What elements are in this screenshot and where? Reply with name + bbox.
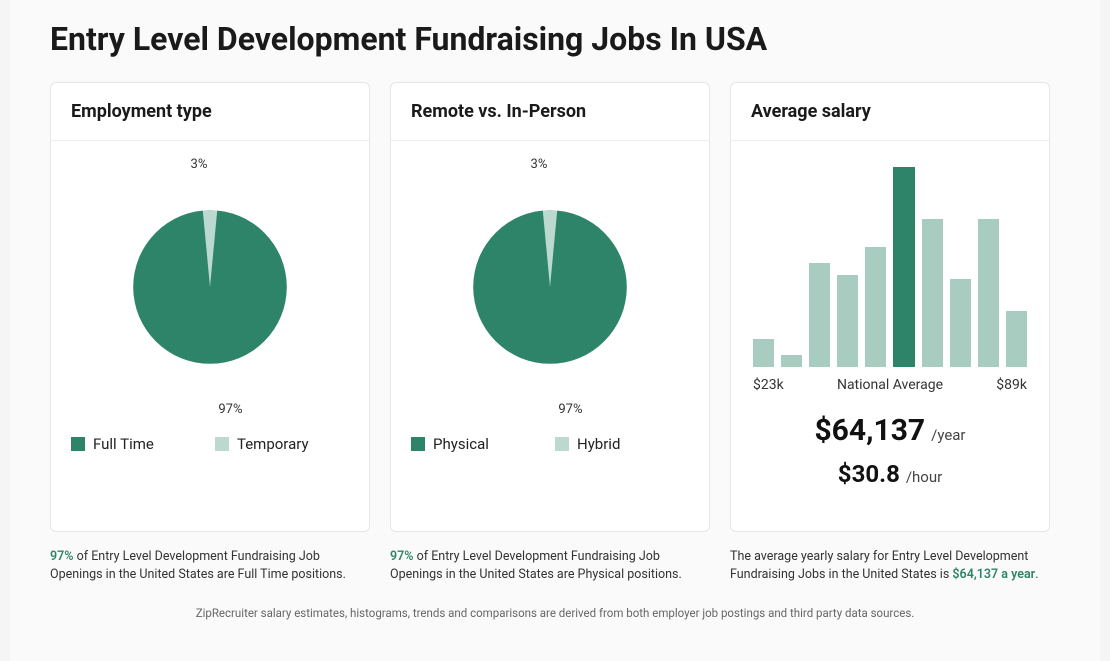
salary-caption: The average yearly salary for Entry Leve… <box>730 548 1050 584</box>
remote-pie-chart <box>470 207 630 367</box>
caption-highlight: 97% <box>390 549 414 564</box>
remote-card: Remote vs. In-Person 3% 97% Physical <box>390 82 710 532</box>
histogram-bar <box>893 167 914 367</box>
salary-yearly-value: $64,137 <box>814 413 925 448</box>
employment-legend: Full Time Temporary <box>71 435 349 453</box>
legend-swatch-icon <box>555 437 569 451</box>
legend-item: Hybrid <box>555 435 689 453</box>
salary-yearly-row: $64,137/year <box>751 413 1029 448</box>
caption-text: . <box>1035 567 1038 582</box>
salary-histogram <box>751 167 1029 367</box>
page-title: Entry Level Development Fundraising Jobs… <box>50 20 1060 58</box>
employment-card-title: Employment type <box>71 101 349 122</box>
employment-caption: 97% of Entry Level Development Fundraisi… <box>50 548 370 584</box>
remote-caption: 97% of Entry Level Development Fundraisi… <box>390 548 710 584</box>
employment-pie-chart <box>130 207 290 367</box>
histogram-bar <box>753 339 774 367</box>
legend-label: Full Time <box>93 435 154 453</box>
salary-hourly-value: $30.8 <box>838 460 900 488</box>
salary-yearly-unit: /year <box>931 426 965 444</box>
salary-card: Average salary $23k National Average $89… <box>730 82 1050 532</box>
cards-row: Employment type 3% 97% Full Time <box>50 82 1060 584</box>
remote-minor-pct-label: 3% <box>531 157 548 172</box>
histogram-bar <box>865 247 886 367</box>
remote-legend: Physical Hybrid <box>411 435 689 453</box>
legend-swatch-icon <box>215 437 229 451</box>
histogram-bar <box>978 219 999 367</box>
caption-highlight: $64,137 a year <box>952 567 1035 582</box>
histogram-bar <box>781 355 802 367</box>
legend-label: Hybrid <box>577 435 620 453</box>
legend-label: Physical <box>433 435 489 453</box>
histogram-bar <box>1006 311 1027 367</box>
caption-highlight: 97% <box>50 549 74 564</box>
legend-swatch-icon <box>71 437 85 451</box>
histogram-bar <box>922 219 943 367</box>
xaxis-max-label: $89k <box>996 377 1027 393</box>
xaxis-min-label: $23k <box>753 377 784 393</box>
histogram-bar <box>950 279 971 367</box>
salary-card-title: Average salary <box>751 101 1029 122</box>
legend-swatch-icon <box>411 437 425 451</box>
legend-item: Full Time <box>71 435 205 453</box>
histogram-bar <box>837 275 858 367</box>
remote-major-pct-label: 97% <box>558 402 582 417</box>
employment-major-pct-label: 97% <box>218 402 242 417</box>
histogram-bar <box>809 263 830 367</box>
employment-card: Employment type 3% 97% Full Time <box>50 82 370 532</box>
legend-label: Temporary <box>237 435 309 453</box>
salary-xaxis: $23k National Average $89k <box>751 377 1029 393</box>
xaxis-mid-label: National Average <box>784 377 997 393</box>
remote-card-title: Remote vs. In-Person <box>411 101 689 122</box>
salary-hourly-row: $30.8/hour <box>751 460 1029 488</box>
legend-item: Temporary <box>215 435 349 453</box>
footnote: ZipRecruiter salary estimates, histogram… <box>50 606 1060 620</box>
caption-text: of Entry Level Development Fundraising J… <box>50 549 346 582</box>
caption-text: of Entry Level Development Fundraising J… <box>390 549 682 582</box>
legend-item: Physical <box>411 435 545 453</box>
salary-hourly-unit: /hour <box>906 468 942 486</box>
employment-minor-pct-label: 3% <box>191 157 208 172</box>
